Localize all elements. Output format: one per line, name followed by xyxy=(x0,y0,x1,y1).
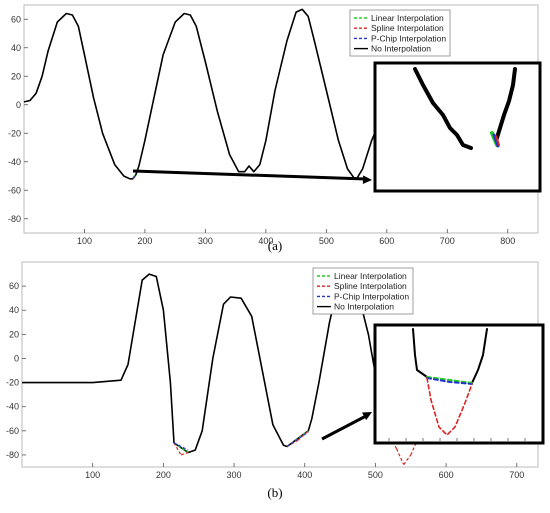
x-tick-label: 700 xyxy=(509,470,524,480)
y-tick-label: -40 xyxy=(8,157,21,167)
chart-panel-a: -80 -60 -40 -20 0 20 40 60 100 200 300 400 500 600 700… xyxy=(8,4,542,253)
y-tick-label: -80 xyxy=(6,450,19,460)
legend-entry: Spline Interpolation xyxy=(334,281,407,291)
inset-curve xyxy=(492,133,500,148)
inset-curve xyxy=(471,328,488,384)
legend-entry: P-Chip Interpolation xyxy=(371,33,446,43)
x-tick-label: 200 xyxy=(137,236,152,246)
series-segment xyxy=(286,431,309,447)
y-tick-label: -80 xyxy=(8,214,21,224)
inset-curve xyxy=(495,135,500,146)
chart-panel-b: -80 -60 -40 -20 0 20 40 60 100 200 300 400 500 600 700… xyxy=(6,261,545,500)
y-tick-label: -20 xyxy=(8,128,21,138)
inset-curve xyxy=(426,377,473,436)
inset-curve xyxy=(426,377,473,385)
x-tick-label: 400 xyxy=(258,236,273,246)
series-p-chip-interpolation xyxy=(132,174,137,180)
x-tick-label: 400 xyxy=(297,470,312,480)
series-linear-interpolation xyxy=(132,174,137,178)
inset-curve xyxy=(494,67,517,143)
legend-entry: Linear Interpolation xyxy=(371,13,444,23)
zoom-arrow xyxy=(132,169,367,181)
panel-caption: (a) xyxy=(268,238,282,253)
inset-curve xyxy=(412,328,428,378)
y-tick-label: 20 xyxy=(9,329,19,339)
y-tick-label: 60 xyxy=(9,281,19,291)
series-segment xyxy=(403,454,412,465)
series-segment xyxy=(132,174,137,180)
zoom-arrow-head xyxy=(362,412,372,421)
x-tick-label: 600 xyxy=(439,470,454,480)
x-tick-label: 500 xyxy=(319,236,334,246)
y-tick-label: 40 xyxy=(11,43,21,53)
inset-curve xyxy=(426,376,473,384)
zoom-inset xyxy=(373,323,545,445)
y-tick-label: 60 xyxy=(11,14,21,24)
series-segment xyxy=(173,442,182,456)
x-tick-label: 200 xyxy=(156,470,171,480)
x-tick-label: 100 xyxy=(77,236,92,246)
legend-entry: P-Chip Interpolation xyxy=(334,291,409,301)
series-segment xyxy=(286,430,309,447)
legend-entry: Linear Interpolation xyxy=(334,271,407,281)
zoom-arrow-head xyxy=(362,175,372,185)
y-tick-label: 20 xyxy=(11,71,21,81)
y-tick-label: 0 xyxy=(16,100,21,110)
inset-curve xyxy=(413,67,473,150)
y-tick-label: 0 xyxy=(14,353,19,363)
y-tick-label: -60 xyxy=(8,185,21,195)
y-tick-label: -20 xyxy=(6,378,19,388)
zoom-inset xyxy=(373,61,542,193)
x-tick-label: 800 xyxy=(500,236,515,246)
panel-caption: (b) xyxy=(267,485,282,500)
x-tick-label: 600 xyxy=(379,236,394,246)
x-tick-label: 300 xyxy=(198,236,213,246)
y-tick-label: -40 xyxy=(6,402,19,412)
series-segment xyxy=(297,430,309,441)
x-tick-label: 100 xyxy=(85,470,100,480)
x-tick-label: 500 xyxy=(368,470,383,480)
series-segment xyxy=(396,448,405,465)
legend-entry: Spline Interpolation xyxy=(371,23,444,33)
series-segment xyxy=(132,174,137,178)
zoom-arrow xyxy=(321,414,367,441)
legend-entry: No Interpolation xyxy=(334,302,394,312)
y-tick-label: 40 xyxy=(9,305,19,315)
series-segment xyxy=(173,442,189,451)
series-segment xyxy=(180,451,189,456)
series-no-interpolation xyxy=(23,8,454,180)
y-tick-label: -60 xyxy=(6,426,19,436)
x-tick-label: 300 xyxy=(227,470,242,480)
x-tick-label: 700 xyxy=(440,236,455,246)
series-line xyxy=(23,8,454,180)
inset-border xyxy=(373,323,545,445)
legend-entry: No Interpolation xyxy=(371,44,431,54)
